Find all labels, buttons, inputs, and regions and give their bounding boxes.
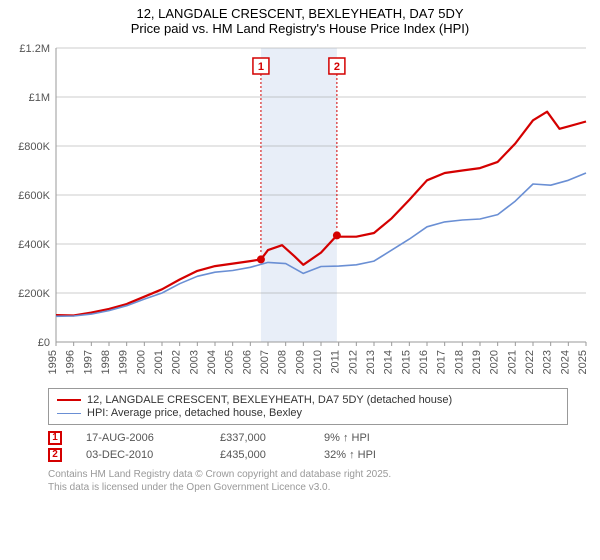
y-tick-label: £200K [18, 288, 50, 300]
x-tick-label: 1998 [100, 350, 112, 374]
x-tick-label: 2010 [312, 350, 324, 374]
x-tick-label: 2013 [365, 350, 377, 374]
x-tick-label: 2021 [506, 350, 518, 374]
x-tick-label: 2020 [489, 350, 501, 374]
y-tick-label: £800K [18, 141, 50, 153]
x-tick-label: 2007 [259, 350, 271, 374]
sale-hpi: 32% ↑ HPI [324, 449, 424, 461]
y-tick-label: £1.2M [19, 43, 50, 55]
footer-line-1: Contains HM Land Registry data © Crown c… [48, 468, 590, 481]
legend-row: HPI: Average price, detached house, Bexl… [57, 407, 559, 419]
x-tick-label: 2023 [542, 350, 554, 374]
sale-hpi: 9% ↑ HPI [324, 432, 424, 444]
x-tick-label: 2005 [224, 350, 236, 374]
x-tick-label: 2018 [453, 350, 465, 374]
sale-price: £435,000 [220, 449, 300, 461]
sale-row: 1 17-AUG-2006 £337,000 9% ↑ HPI [48, 431, 590, 445]
legend-row: 12, LANGDALE CRESCENT, BEXLEYHEATH, DA7 … [57, 394, 559, 406]
x-tick-label: 2017 [436, 350, 448, 374]
x-tick-label: 2006 [241, 350, 253, 374]
x-tick-label: 2001 [153, 350, 165, 374]
sale-marker: 1 [48, 431, 62, 445]
x-tick-label: 2014 [383, 350, 395, 374]
x-tick-label: 2019 [471, 350, 483, 374]
title-line-1: 12, LANGDALE CRESCENT, BEXLEYHEATH, DA7 … [10, 6, 590, 21]
title-block: 12, LANGDALE CRESCENT, BEXLEYHEATH, DA7 … [10, 6, 590, 36]
marker-label-1: 1 [258, 61, 264, 73]
x-tick-label: 2016 [418, 350, 430, 374]
legend-swatch [57, 413, 81, 414]
sale-date: 03-DEC-2010 [86, 449, 196, 461]
x-tick-label: 1997 [82, 350, 94, 374]
y-tick-label: £600K [18, 190, 50, 202]
footer-line-2: This data is licensed under the Open Gov… [48, 481, 590, 494]
y-tick-label: £400K [18, 239, 50, 251]
sales-table: 1 17-AUG-2006 £337,000 9% ↑ HPI 2 03-DEC-2010… [48, 431, 590, 462]
legend-label: HPI: Average price, detached house, Bexl… [87, 407, 302, 419]
x-tick-label: 2024 [559, 350, 571, 374]
x-tick-label: 1999 [118, 350, 130, 374]
x-tick-label: 2002 [171, 350, 183, 374]
marker-dot-1 [257, 255, 265, 263]
chart-container: 12, LANGDALE CRESCENT, BEXLEYHEATH, DA7 … [0, 0, 600, 498]
y-tick-label: £1M [29, 92, 50, 104]
marker-dot-2 [333, 231, 341, 239]
chart-svg: £0 £200K £400K £600K £800K £1M £1.2M 1995 1996 19… [10, 40, 590, 380]
legend: 12, LANGDALE CRESCENT, BEXLEYHEATH, DA7 … [48, 388, 568, 425]
sale-date: 17-AUG-2006 [86, 432, 196, 444]
x-tick-label: 2011 [330, 350, 342, 374]
x-tick-label: 2003 [188, 350, 200, 374]
x-tick-label: 1995 [47, 350, 59, 374]
x-tick-label: 2008 [277, 350, 289, 374]
x-tick-label: 2009 [294, 350, 306, 374]
sale-price: £337,000 [220, 432, 300, 444]
x-tick-label: 2025 [577, 350, 589, 374]
marker-label-2: 2 [334, 61, 340, 73]
y-tick-label: £0 [38, 337, 50, 349]
legend-swatch [57, 399, 81, 401]
chart: £0 £200K £400K £600K £800K £1M £1.2M 1995 1996 19… [10, 40, 590, 380]
x-tick-label: 2015 [400, 350, 412, 374]
x-tick-label: 1996 [65, 350, 77, 374]
x-tick-label: 2012 [347, 350, 359, 374]
legend-label: 12, LANGDALE CRESCENT, BEXLEYHEATH, DA7 … [87, 394, 452, 406]
footer: Contains HM Land Registry data © Crown c… [48, 468, 590, 494]
x-tick-label: 2004 [206, 350, 218, 374]
sale-row: 2 03-DEC-2010 £435,000 32% ↑ HPI [48, 448, 590, 462]
title-line-2: Price paid vs. HM Land Registry's House … [10, 21, 590, 36]
sale-marker: 2 [48, 448, 62, 462]
x-tick-label: 2022 [524, 350, 536, 374]
x-tick-label: 2000 [135, 350, 147, 374]
